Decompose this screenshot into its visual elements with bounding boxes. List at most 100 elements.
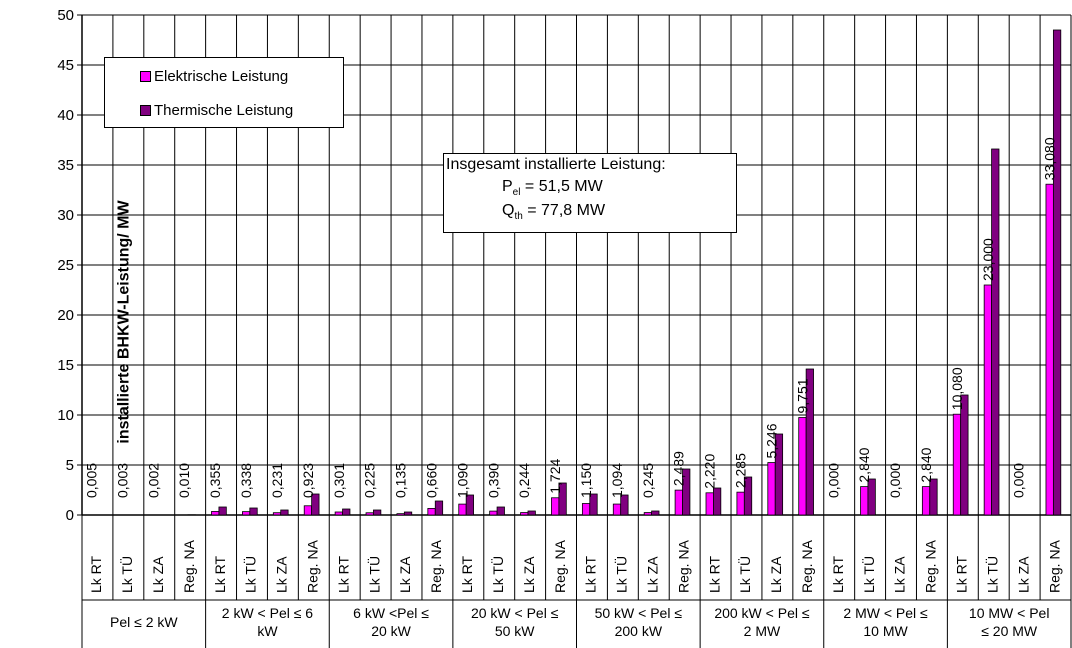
data-label: 0,135 <box>393 463 409 498</box>
data-label: 2,285 <box>733 453 749 488</box>
data-label: 2,840 <box>918 447 934 482</box>
group-label-line2: 10 MW <box>863 623 908 639</box>
data-label: 0,244 <box>516 463 532 498</box>
subcategory-label: Lk RT <box>954 555 970 593</box>
subcategory-label: Lk RT <box>830 555 846 593</box>
data-label: 2,840 <box>856 447 872 482</box>
y-tick-label: 5 <box>66 457 74 474</box>
bar-thermisch <box>774 433 784 516</box>
bar-thermisch <box>713 487 722 516</box>
bar-thermisch <box>929 478 938 516</box>
y-tick-label: 15 <box>57 357 74 374</box>
subcategory-label: Lk ZA <box>397 556 413 593</box>
group-label-line1: 2 kW < Pel ≤ 6 <box>222 605 314 621</box>
data-label: 0,660 <box>423 463 439 498</box>
annotation-title: Insgesamt installierte Leistung: <box>446 156 666 173</box>
group-label-line2: ≤ 20 MW <box>981 623 1038 639</box>
data-label: 10,080 <box>949 367 965 410</box>
subcategory-label: Reg. NA <box>799 539 815 593</box>
bar-thermisch <box>249 507 258 516</box>
y-tick-label: 25 <box>57 257 74 274</box>
subcategory-label: Reg. NA <box>675 539 691 593</box>
annotation-pel-prefix: P <box>502 178 513 195</box>
group-label-line1: 200 kW < Pel ≤ <box>714 605 810 621</box>
y-tick-label: 35 <box>57 157 74 174</box>
legend-item-thermisch: Thermische Leistung <box>140 102 293 119</box>
bar-thermisch <box>589 493 598 516</box>
data-label: 0,231 <box>269 463 285 498</box>
subcategory-label: Lk ZA <box>274 556 290 593</box>
data-label: 0,010 <box>176 463 192 498</box>
annotation-qth-value: = 77,8 MW <box>522 202 606 219</box>
data-label: 0,000 <box>1011 463 1027 498</box>
bar-elektrisch <box>458 503 467 516</box>
subcategory-label: Lk TÜ <box>365 556 382 593</box>
data-label: 0,000 <box>887 463 903 498</box>
bar-elektrisch <box>334 511 343 516</box>
bar-elektrisch <box>860 486 869 516</box>
bar-thermisch <box>558 482 567 516</box>
group-label-line1: 10 MW < Pel <box>969 605 1050 621</box>
bar-elektrisch <box>303 505 313 516</box>
legend: Elektrische Leistung Thermische Leistung <box>104 57 344 128</box>
group-label-line1: 6 kW <Pel ≤ <box>353 605 429 621</box>
y-tick-label: 30 <box>57 207 74 224</box>
bar-elektrisch <box>489 510 498 516</box>
data-label: 0,338 <box>238 463 254 498</box>
bar-thermisch <box>403 511 413 516</box>
annotation-pel-sub: el <box>512 187 521 199</box>
data-label: 5,246 <box>763 423 779 458</box>
bar-elektrisch <box>952 413 962 516</box>
bar-thermisch <box>373 509 382 516</box>
bar-elektrisch <box>736 491 745 516</box>
bar-elektrisch <box>396 513 405 516</box>
subcategory-label: Lk TÜ <box>242 556 259 593</box>
annotation-pel: Pel = 51,5 MW <box>502 178 603 198</box>
group-label-line2: 50 kW <box>495 623 535 639</box>
bar-elektrisch <box>581 503 591 516</box>
bar-thermisch <box>682 468 691 516</box>
data-label: 0,000 <box>825 463 841 498</box>
subcategory-label: Lk ZA <box>521 556 537 593</box>
legend-item-elektrisch: Elektrische Leistung <box>140 68 288 85</box>
subcategory-label: Reg. NA <box>305 539 321 593</box>
data-label: 1,724 <box>547 459 563 494</box>
bar-elektrisch <box>427 507 436 516</box>
legend-label-elektrisch: Elektrische Leistung <box>154 68 289 85</box>
group-label-line1: 50 kW < Pel ≤ <box>595 605 683 621</box>
subcategory-label: Reg. NA <box>428 539 444 593</box>
annotation-qth: Qth = 77,8 MW <box>502 202 605 222</box>
bar-elektrisch <box>798 417 807 516</box>
y-tick-label: 20 <box>57 307 74 324</box>
subcategory-label: Reg. NA <box>181 539 197 593</box>
data-label: 0,002 <box>145 463 161 498</box>
bar-thermisch <box>805 368 814 516</box>
subcategory-label: Lk RT <box>212 555 228 593</box>
bar-thermisch <box>434 500 444 516</box>
bar-thermisch <box>496 506 505 516</box>
data-label: 0,923 <box>300 463 316 498</box>
bar-elektrisch <box>612 503 622 516</box>
bar-thermisch <box>620 494 629 516</box>
data-label: 2,220 <box>702 454 718 489</box>
bar-thermisch <box>743 476 753 516</box>
legend-swatch-thermisch <box>140 105 151 116</box>
bar-thermisch <box>527 510 536 516</box>
data-label: 0,301 <box>331 463 347 498</box>
subcategory-label: Lk TÜ <box>736 556 753 593</box>
bar-elektrisch <box>365 512 374 516</box>
subcategory-label: Lk RT <box>459 555 475 593</box>
subcategory-label: Lk TÜ <box>860 556 877 593</box>
bar-elektrisch <box>767 462 776 516</box>
subcategory-label: Lk ZA <box>1015 556 1031 593</box>
y-tick-label: 50 <box>57 7 74 24</box>
legend-swatch-elektrisch <box>140 71 151 82</box>
data-label: 33,080 <box>1042 137 1058 180</box>
annotation-qth-prefix: Q <box>502 202 515 219</box>
y-axis-title: installierte BHKW-Leistung/ MW <box>115 200 133 444</box>
y-tick-label: 40 <box>57 107 74 124</box>
bar-thermisch <box>991 148 1000 516</box>
bar-elektrisch <box>921 486 931 516</box>
data-label: 2,489 <box>671 451 687 486</box>
